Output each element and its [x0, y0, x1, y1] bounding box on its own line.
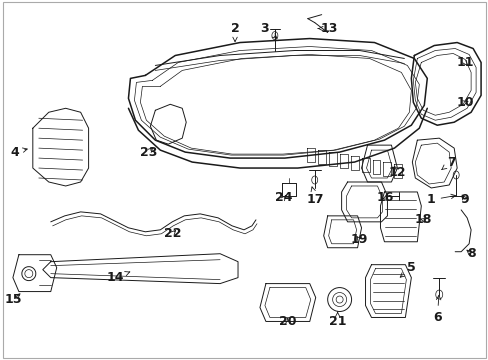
- Text: 5: 5: [399, 261, 415, 277]
- Text: 12: 12: [388, 166, 406, 179]
- Text: 20: 20: [279, 315, 296, 328]
- Text: 18: 18: [414, 213, 431, 226]
- Text: 13: 13: [318, 22, 338, 35]
- Text: 23: 23: [140, 145, 157, 159]
- Text: 2: 2: [230, 22, 239, 42]
- Text: 16: 16: [376, 192, 393, 204]
- Text: 7: 7: [441, 156, 455, 170]
- Text: 17: 17: [306, 187, 324, 206]
- Text: 3: 3: [260, 22, 276, 38]
- Text: 15: 15: [4, 293, 21, 306]
- Text: 4: 4: [11, 145, 27, 159]
- Text: 21: 21: [328, 312, 346, 328]
- Text: 11: 11: [455, 56, 473, 69]
- Text: 22: 22: [163, 227, 181, 240]
- Text: 8: 8: [466, 247, 474, 260]
- Text: 24: 24: [275, 192, 292, 204]
- Text: 1: 1: [426, 193, 455, 206]
- Text: 10: 10: [455, 96, 473, 109]
- Text: 9: 9: [460, 193, 468, 206]
- Text: 19: 19: [350, 233, 367, 246]
- Text: 14: 14: [106, 271, 129, 284]
- Text: 6: 6: [432, 295, 441, 324]
